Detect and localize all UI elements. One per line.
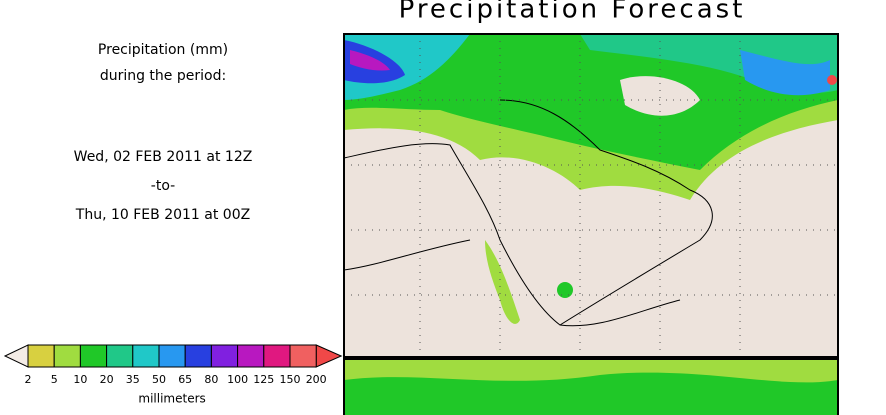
legend-swatch xyxy=(289,344,317,368)
heading: Precipitation (mm) xyxy=(98,42,228,58)
legend: 2 5 10 20 35 50 65 80 100 125 150 200 millimeters xyxy=(3,344,343,406)
legend-swatch xyxy=(184,344,212,368)
legend-swatch xyxy=(263,344,291,368)
legend-label: 5 xyxy=(51,373,58,386)
legend-label: 150 xyxy=(280,373,301,386)
legend-label: 100 xyxy=(227,373,248,386)
legend-swatch xyxy=(237,344,265,368)
legend-swatch xyxy=(53,344,81,368)
legend-label: 80 xyxy=(204,373,218,386)
legend-label: 20 xyxy=(100,373,114,386)
legend-unit: millimeters xyxy=(138,392,205,406)
legend-label: 10 xyxy=(73,373,87,386)
legend-under xyxy=(3,344,29,368)
start-date: Wed, 02 FEB 2011 at 12Z xyxy=(74,149,253,165)
legend-label: 200 xyxy=(306,373,327,386)
legend-swatch xyxy=(158,344,186,368)
legend-label: 125 xyxy=(253,373,274,386)
legend-swatch xyxy=(27,344,55,368)
coastlines xyxy=(344,99,713,327)
legend-swatch xyxy=(210,344,239,368)
title: Precipitation Forecast xyxy=(399,0,746,25)
legend-label: 2 xyxy=(25,373,32,386)
heading: during the period: xyxy=(100,68,226,84)
map xyxy=(343,33,839,415)
legend-over xyxy=(315,344,343,368)
precip-field xyxy=(344,34,838,324)
legend-swatch xyxy=(106,344,134,368)
legend-swatch xyxy=(132,344,160,368)
legend-label: 35 xyxy=(126,373,140,386)
separator: -to- xyxy=(151,178,175,194)
end-date: Thu, 10 FEB 2011 at 00Z xyxy=(75,207,250,223)
legend-label: 50 xyxy=(152,373,166,386)
grid xyxy=(344,34,838,357)
legend-label: 65 xyxy=(178,373,192,386)
legend-swatch xyxy=(79,344,108,368)
